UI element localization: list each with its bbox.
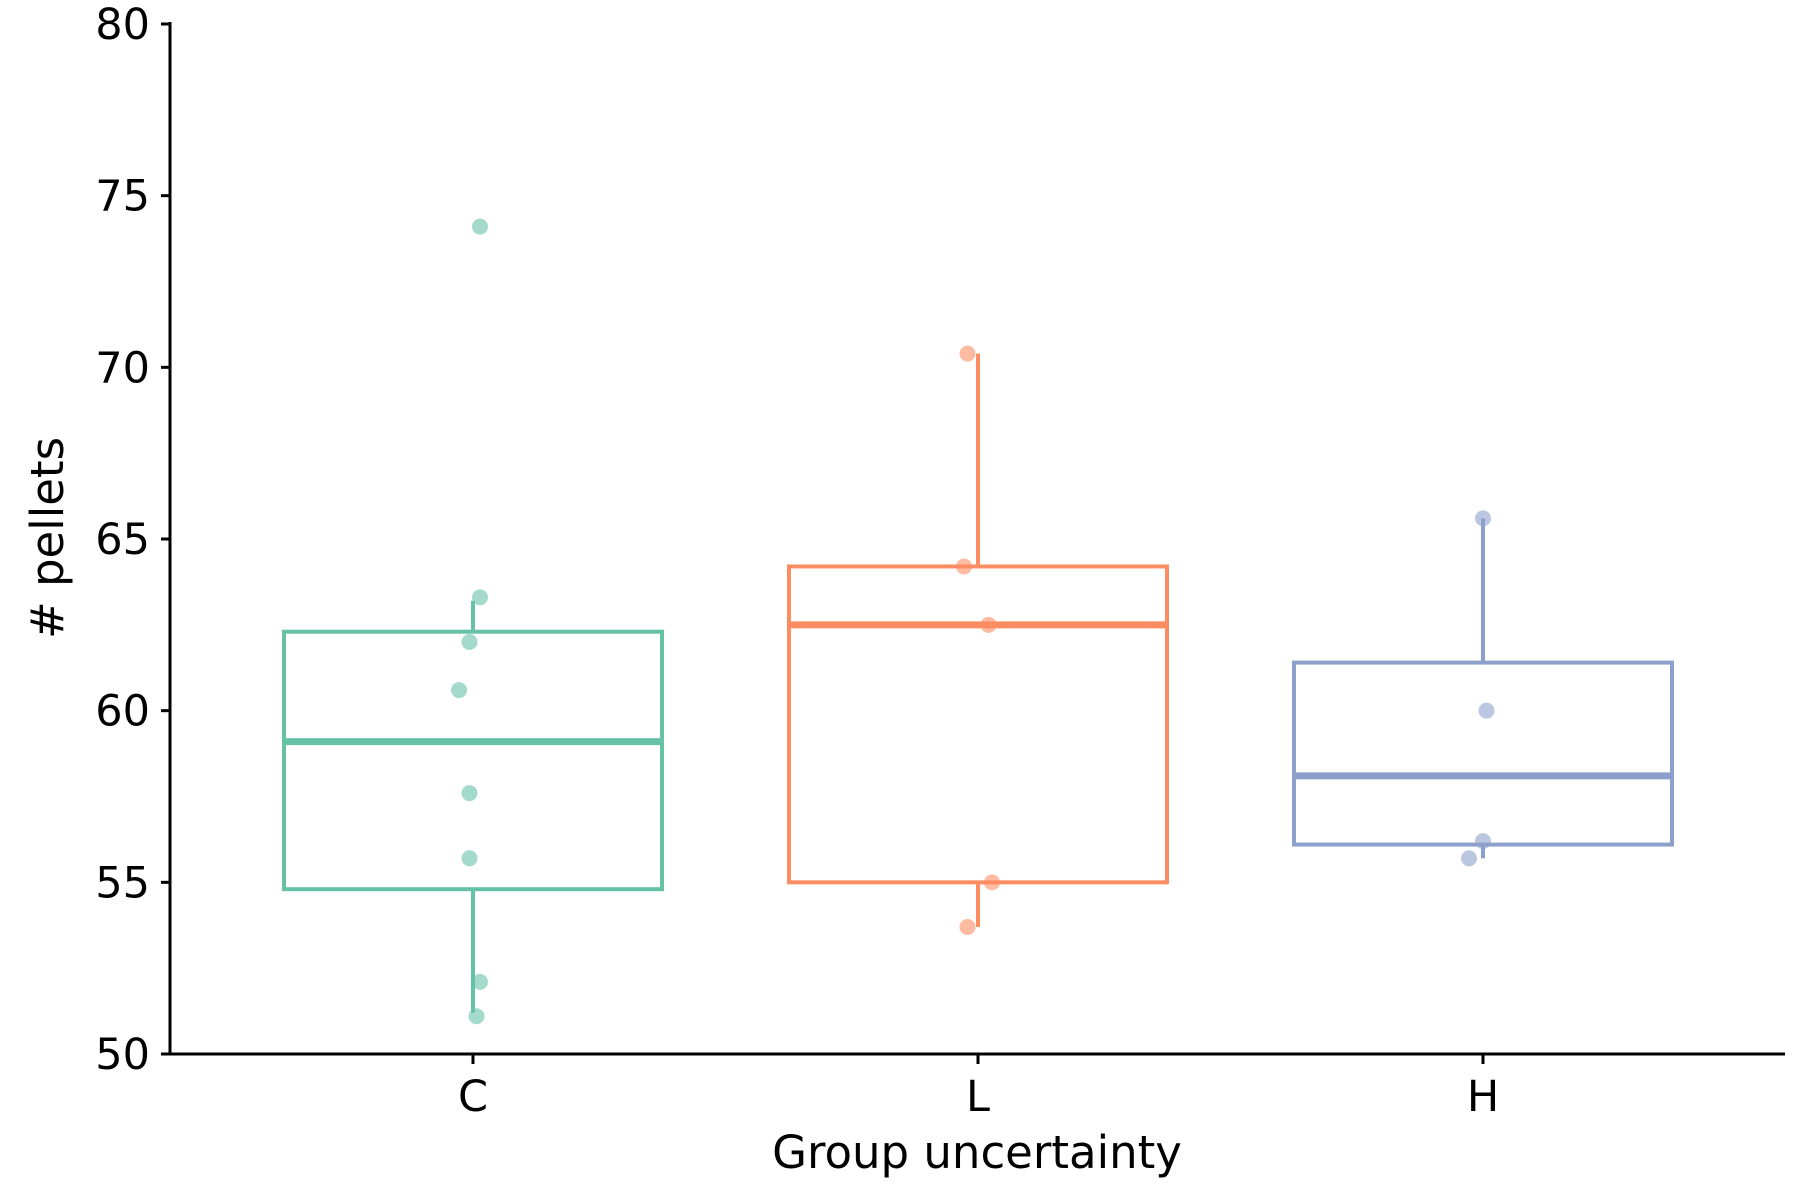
y-tick-label-50: 50 [95, 1030, 150, 1080]
y-tick-label-65: 65 [95, 515, 150, 565]
y-tick-label-80: 80 [95, 0, 150, 50]
box-group-h [1292, 518, 1674, 859]
boxes-layer [282, 353, 1674, 1013]
data-point-c-3 [461, 634, 478, 650]
data-point-c-8 [468, 1008, 485, 1025]
y-tick-label-55: 55 [95, 858, 150, 908]
data-point-c-5 [461, 785, 478, 802]
x-tick-label-l: L [966, 1072, 990, 1122]
box-c [282, 629, 664, 892]
data-point-l-3 [980, 616, 997, 633]
x-axis-title: Group uncertainty [772, 1126, 1182, 1179]
data-point-c-4 [451, 682, 467, 699]
data-point-l-2 [956, 558, 972, 575]
data-point-l-1 [959, 345, 976, 362]
data-point-h-3 [1475, 833, 1491, 850]
points-layer [451, 218, 1495, 1025]
y-tick-label-75: 75 [95, 172, 150, 222]
box-l [787, 564, 1169, 885]
data-point-c-2 [472, 589, 488, 606]
x-tick-label-h: H [1467, 1072, 1499, 1122]
y-tick-label-60: 60 [95, 687, 150, 737]
x-tick-label-c: C [458, 1072, 488, 1122]
data-point-l-5 [959, 918, 976, 935]
y-axis-title: # pellets [21, 437, 74, 639]
data-point-h-1 [1475, 510, 1491, 527]
data-point-c-7 [472, 973, 488, 990]
box-group-l [787, 353, 1169, 927]
data-point-h-2 [1478, 702, 1495, 719]
y-tick-label-70: 70 [95, 343, 150, 393]
data-point-h-4 [1461, 850, 1477, 867]
box-h [1292, 660, 1674, 847]
data-point-l-4 [984, 874, 1000, 891]
data-point-c-1 [472, 218, 488, 235]
axes-layer: 50 55 60 65 70 75 80 C L H [95, 0, 1785, 1122]
box-group-c [282, 600, 664, 1013]
data-point-c-6 [461, 850, 478, 867]
